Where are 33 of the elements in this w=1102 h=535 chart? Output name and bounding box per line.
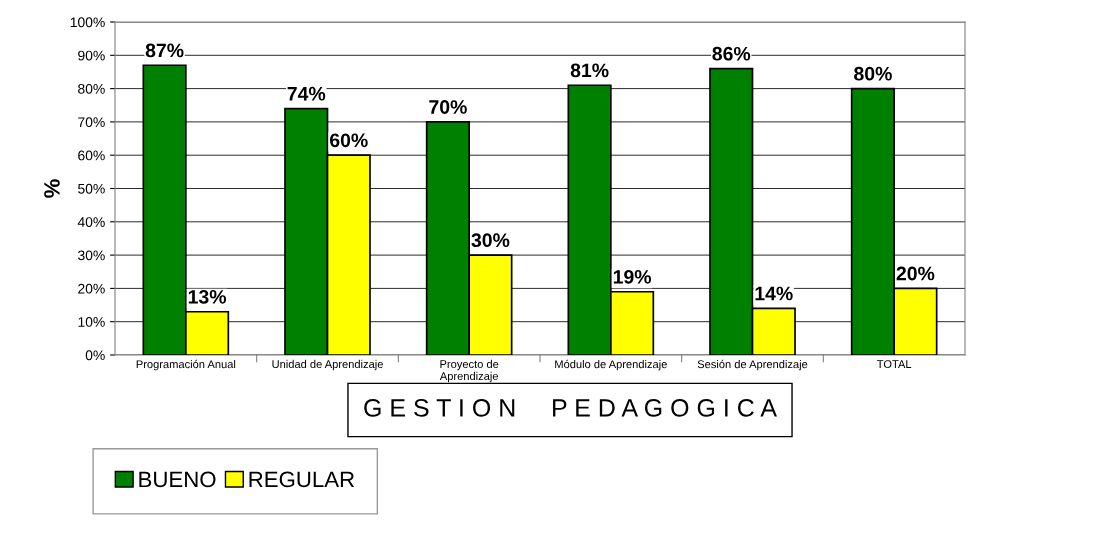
- x-tick-label: TOTAL: [877, 360, 912, 369]
- y-tick-label: 100%: [70, 17, 105, 28]
- x-tick-label: Proyecto de Aprendizaje: [439, 359, 499, 383]
- data-label: 14%: [755, 286, 793, 301]
- data-label: 13%: [188, 289, 227, 304]
- y-tick-label: 80%: [78, 83, 105, 94]
- y-tick-label: 30%: [78, 250, 105, 261]
- data-label: 87%: [145, 43, 184, 58]
- y-tick-label: 40%: [77, 217, 105, 227]
- y-tick-label: 10%: [78, 317, 105, 327]
- x-tick-label: Sesión de Aprendizaje: [697, 359, 808, 371]
- x-tick-label: Unidad de Aprendizaje: [272, 359, 383, 371]
- y-tick-label: 20%: [78, 283, 105, 294]
- data-label: 19%: [613, 269, 652, 284]
- data-label: 80%: [854, 66, 892, 81]
- data-label: 30%: [471, 233, 510, 248]
- x-tick-label: Programación Anual: [136, 359, 236, 371]
- x-axis-title: G E S T I O N P E D A G O G I C A: [364, 399, 777, 417]
- data-label: 74%: [287, 86, 326, 101]
- y-tick-label: 70%: [78, 117, 105, 128]
- legend-label: REGULAR: [249, 471, 355, 488]
- x-tick-label: Módulo de Aprendizaje: [555, 359, 667, 371]
- legend-label: BUENO: [139, 471, 216, 488]
- data-label: 81%: [570, 63, 609, 78]
- y-tick-label: 90%: [78, 50, 105, 61]
- y-tick-label: 60%: [78, 150, 105, 161]
- data-label: 70%: [429, 100, 467, 114]
- data-label: 86%: [712, 46, 751, 61]
- y-tick-label: 50%: [78, 183, 105, 194]
- data-label: 20%: [896, 266, 935, 281]
- y-axis-title: %: [44, 179, 60, 198]
- y-tick-label: 0%: [85, 350, 105, 361]
- data-label: 60%: [330, 133, 368, 148]
